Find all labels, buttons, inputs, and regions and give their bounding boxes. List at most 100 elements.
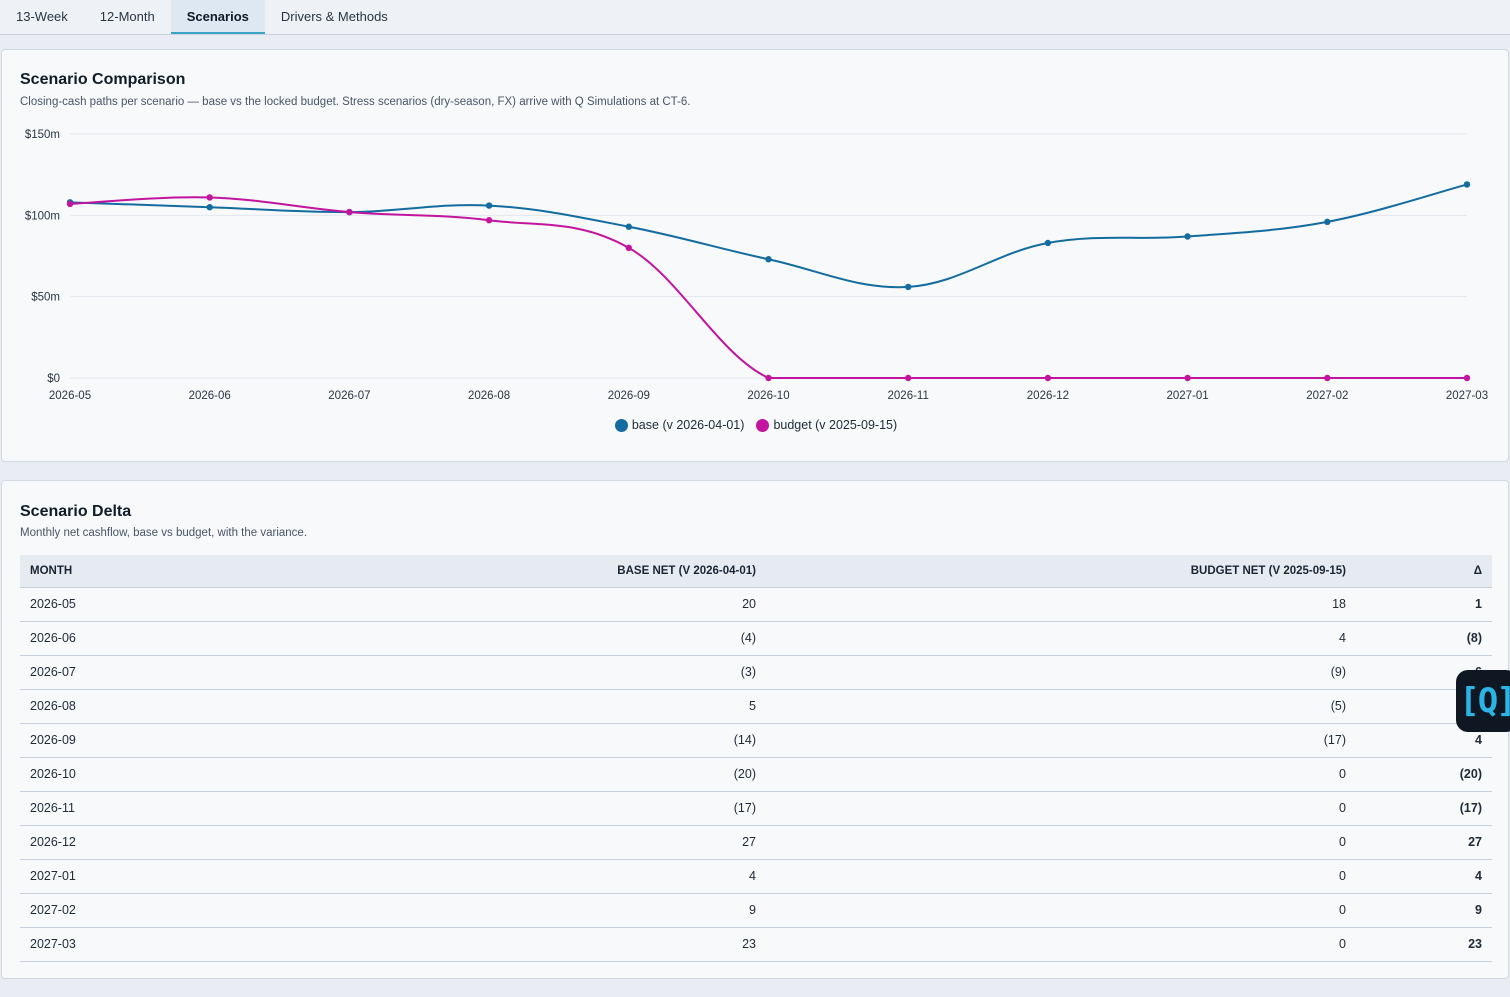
data-point-base[interactable] [1463, 181, 1471, 188]
scenario-delta-subtitle: Monthly net cashflow, base vs budget, wi… [20, 527, 308, 539]
cell-delta: (20) [1356, 757, 1492, 792]
x-tick-label: 2027-02 [1306, 390, 1348, 402]
cell-budget-net: 0 [766, 859, 1356, 894]
cell-budget-net: (9) [766, 655, 1356, 690]
data-point-base[interactable] [206, 204, 213, 211]
cell-month: 2026-08 [20, 689, 440, 724]
table-row: 2026-12 27 0 27 [20, 825, 1492, 860]
column-header-budget-net: Budget net (v 2025-09-15) [766, 555, 1356, 588]
data-point-base[interactable] [1324, 218, 1331, 226]
table-row: 2026-10 (20) 0 (20) [20, 757, 1492, 792]
legend-item-budget[interactable]: budget (v 2025-09-15) [756, 418, 897, 432]
cell-delta: 27 [1356, 825, 1492, 860]
cell-month: 2027-02 [20, 893, 440, 928]
cell-delta: (17) [1356, 791, 1492, 826]
column-header-delta: Δ [1356, 555, 1492, 588]
table-row: 2026-05 20 18 1 [20, 587, 1492, 622]
x-tick-label: 2026-05 [49, 390, 91, 402]
cell-base-net: (17) [440, 791, 766, 826]
cell-base-net: 23 [440, 927, 766, 962]
y-tick-label: $100m [25, 210, 60, 222]
cell-base-net: (3) [440, 655, 766, 690]
q-logo-icon: [Q] [1459, 681, 1510, 721]
data-point-base[interactable] [485, 202, 493, 209]
data-point-budget[interactable] [625, 244, 632, 252]
table-row: 2026-07(3)(9)6 [20, 655, 1492, 690]
y-tick-label: $0 [47, 373, 60, 385]
legend-item-base[interactable]: base (v 2026-04-01) [614, 418, 745, 432]
cell-month: 2026-12 [20, 825, 440, 860]
cell-base-net: (20) [440, 757, 766, 792]
tab-12-month[interactable]: 12-Month [99, 9, 155, 24]
cell-month: 2027-03 [20, 927, 440, 962]
cell-base-net: 4 [440, 859, 766, 894]
data-point-base[interactable] [765, 256, 772, 263]
x-tick-label: 2027-01 [1166, 390, 1208, 402]
tab-drivers-methods[interactable]: Drivers & Methods [280, 9, 388, 24]
cell-month: 2026-06 [20, 621, 440, 656]
x-tick-label: 2026-11 [888, 390, 929, 402]
table-header-row: Month Base net (v 2026-04-01) Budget net… [20, 555, 1492, 588]
data-point-budget[interactable] [905, 374, 912, 382]
column-header-base-net: Base net (v 2026-04-01) [440, 555, 766, 588]
data-point-base[interactable] [905, 283, 912, 291]
table-row: 2026-06 (4) 4 (8) [20, 621, 1492, 656]
legend-label-base: base (v 2026-04-01) [631, 418, 745, 432]
cell-budget-net: 18 [766, 587, 1356, 622]
series-line-base [69, 183, 1468, 289]
y-tick-label: $50m [31, 292, 60, 304]
scenario-comparison-card: Scenario Comparison Closing-cash paths p… [1, 49, 1509, 462]
scenario-delta-title: Scenario Delta [20, 503, 132, 520]
data-point-budget[interactable] [1044, 374, 1052, 382]
data-point-budget[interactable] [206, 194, 213, 201]
data-point-base[interactable] [1044, 239, 1052, 247]
cell-month: 2026-07 [20, 655, 440, 690]
scenario-delta-table: Month Base net (v 2026-04-01) Budget net… [20, 555, 1492, 962]
cell-budget-net: (17) [766, 723, 1356, 758]
data-point-budget[interactable] [765, 374, 772, 382]
tab-13-week[interactable]: 13-Week [16, 9, 68, 24]
table-row: 2026-09 (14) (17) 4 [20, 723, 1492, 758]
legend-label-budget: budget (v 2025-09-15) [773, 418, 898, 432]
cell-budget-net: 0 [766, 893, 1356, 928]
cell-budget-net: 0 [766, 757, 1356, 792]
table-row: 2027-01 4 0 4 [20, 859, 1492, 894]
data-point-base[interactable] [625, 223, 632, 230]
legend-swatch-budget [756, 418, 770, 432]
tab-bar: 13-Week 12-Month Scenarios Drivers & Met… [0, 0, 1510, 35]
cell-budget-net: 0 [766, 825, 1356, 860]
x-tick-label: 2027-03 [1446, 390, 1488, 402]
data-point-budget[interactable] [485, 217, 493, 224]
x-tick-label: 2026-07 [328, 390, 370, 402]
cell-delta: 4 [1356, 859, 1492, 894]
data-point-budget[interactable] [1324, 374, 1331, 382]
table-row: 2027-03 23 0 23 [20, 927, 1492, 962]
cell-delta: 23 [1356, 927, 1492, 962]
legend-swatch-base [614, 418, 628, 432]
x-tick-label: 2026-06 [189, 390, 231, 402]
series-line-budget [69, 196, 1467, 380]
data-point-budget[interactable] [346, 208, 353, 216]
y-tick-label: $150m [25, 129, 60, 141]
data-point-base[interactable] [1184, 233, 1191, 240]
cell-base-net: 5 [440, 689, 766, 724]
cell-base-net: 9 [440, 893, 766, 928]
cell-month: 2027-01 [20, 859, 440, 894]
scenario-line-chart: $0 $50m $100m $150m 2026-05 2026-06 2026-07 202… [25, 129, 1488, 402]
table-row: 2027-02 9 0 9 [20, 893, 1492, 928]
cell-delta: 9 [1356, 893, 1492, 928]
table-row: 2026-085(5)10 [20, 689, 1492, 724]
q-assistant-button[interactable]: [Q] [1456, 670, 1510, 732]
tab-scenarios[interactable]: Scenarios [170, 0, 265, 34]
cell-budget-net: 4 [766, 621, 1356, 656]
data-point-budget[interactable] [66, 200, 74, 208]
cell-month: 2026-11 [20, 791, 440, 826]
data-point-budget[interactable] [1184, 374, 1191, 382]
data-point-budget[interactable] [1463, 374, 1471, 382]
cell-budget-net: (5) [766, 689, 1356, 724]
x-tick-label: 2026-12 [1027, 390, 1069, 402]
cell-base-net: 27 [440, 825, 766, 860]
x-tick-label: 2026-08 [468, 390, 510, 402]
cell-base-net: (14) [440, 723, 766, 758]
scenario-delta-card: Scenario Delta Monthly net cashflow, bas… [1, 480, 1509, 979]
